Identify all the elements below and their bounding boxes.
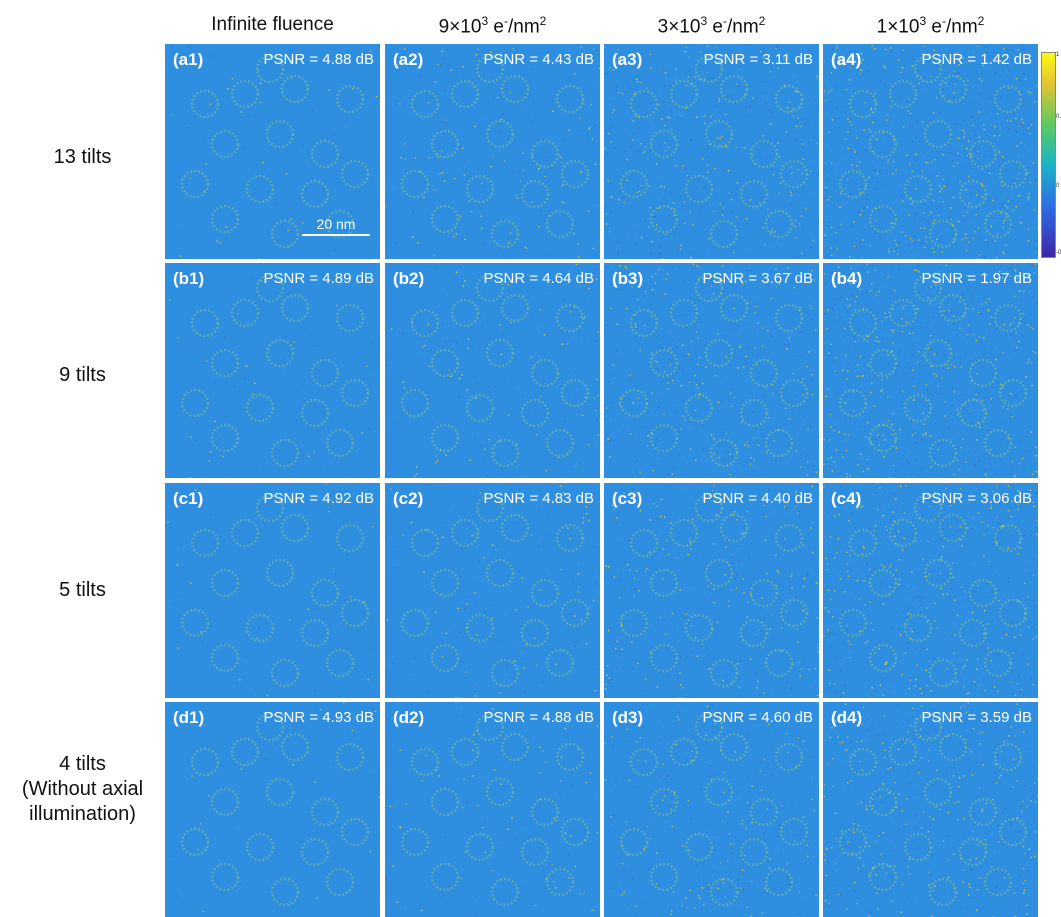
- psnr-label: PSNR = 3.06 dB: [922, 490, 1032, 507]
- reconstruction-image: [823, 44, 1038, 259]
- psnr-label: PSNR = 4.60 dB: [703, 709, 813, 726]
- panel-c4: (c4) PSNR = 3.06 dB: [823, 483, 1038, 698]
- reconstruction-image: [604, 702, 819, 917]
- psnr-label: PSNR = 4.64 dB: [484, 270, 594, 287]
- panel-c2: (c2) PSNR = 4.83 dB: [385, 483, 600, 698]
- panel-b2: (b2) PSNR = 4.64 dB: [385, 263, 600, 478]
- panel-tag: (d4): [831, 708, 862, 728]
- panel-tag: (d2): [393, 708, 424, 728]
- colorbar-tick: 1: [1056, 52, 1059, 58]
- row-label-line: 5 tilts: [0, 578, 165, 603]
- psnr-label: PSNR = 1.42 dB: [922, 51, 1032, 68]
- row-label-line: 13 tilts: [0, 145, 165, 170]
- reconstruction-image: [823, 483, 1038, 698]
- reconstruction-image: [385, 483, 600, 698]
- row-label-line: 9 tilts: [0, 363, 165, 388]
- panel-c3: (c3) PSNR = 4.40 dB: [604, 483, 819, 698]
- panel-d1: (d1) PSNR = 4.93 dB: [165, 702, 380, 917]
- column-header-4: 1×103 e-/nm2: [823, 14, 1038, 38]
- psnr-label: PSNR = 1.97 dB: [922, 270, 1032, 287]
- panel-tag: (b3): [612, 269, 643, 289]
- panel-d4: (d4) PSNR = 3.59 dB: [823, 702, 1038, 917]
- reconstruction-image: [385, 263, 600, 478]
- row-label-line: (Without axial: [0, 777, 165, 802]
- reconstruction-image: [604, 483, 819, 698]
- panel-c1: (c1) PSNR = 4.92 dB: [165, 483, 380, 698]
- panel-tag: (c4): [831, 489, 861, 509]
- psnr-label: PSNR = 3.59 dB: [922, 709, 1032, 726]
- psnr-label: PSNR = 4.93 dB: [264, 709, 374, 726]
- panel-d3: (d3) PSNR = 4.60 dB: [604, 702, 819, 917]
- psnr-label: PSNR = 4.43 dB: [484, 51, 594, 68]
- panel-tag: (b1): [173, 269, 204, 289]
- column-header-1: Infinite fluence: [165, 14, 380, 36]
- panel-tag: (d1): [173, 708, 204, 728]
- reconstruction-image: [604, 263, 819, 478]
- panel-tag: (c3): [612, 489, 642, 509]
- colorbar-tick: -0: [1056, 250, 1061, 256]
- panel-a2: (a2) PSNR = 4.43 dB: [385, 44, 600, 259]
- row-label-3: 5 tilts: [0, 578, 165, 603]
- panel-a3: (a3) PSNR = 3.11 dB: [604, 44, 819, 259]
- row-label-line: 4 tilts: [0, 752, 165, 777]
- panel-tag: (a4): [831, 50, 861, 70]
- panel-b1: (b1) PSNR = 4.89 dB: [165, 263, 380, 478]
- panel-a4: (a4) PSNR = 1.42 dB: [823, 44, 1038, 259]
- panel-tag: (a2): [393, 50, 423, 70]
- scale-bar: 20 nm: [302, 216, 370, 236]
- reconstruction-image: [385, 702, 600, 917]
- panel-tag: (d3): [612, 708, 643, 728]
- reconstruction-image: [604, 44, 819, 259]
- row-label-1: 13 tilts: [0, 145, 165, 170]
- reconstruction-image: [823, 263, 1038, 478]
- panel-tag: (a1): [173, 50, 203, 70]
- colorbar-tick: 0.: [1056, 114, 1061, 120]
- psnr-label: PSNR = 4.92 dB: [264, 490, 374, 507]
- scale-bar-line: [302, 234, 370, 236]
- panel-tag: (b2): [393, 269, 424, 289]
- scale-bar-label: 20 nm: [302, 216, 370, 232]
- panel-b3: (b3) PSNR = 3.67 dB: [604, 263, 819, 478]
- psnr-label: PSNR = 4.88 dB: [264, 51, 374, 68]
- column-header-3: 3×103 e-/nm2: [604, 14, 819, 38]
- psnr-label: PSNR = 4.89 dB: [264, 270, 374, 287]
- psnr-label: PSNR = 4.40 dB: [703, 490, 813, 507]
- row-label-line: illumination): [0, 802, 165, 827]
- row-label-2: 9 tilts: [0, 363, 165, 388]
- panel-tag: (c2): [393, 489, 423, 509]
- reconstruction-image: [165, 483, 380, 698]
- panel-tag: (a3): [612, 50, 642, 70]
- column-header-2: 9×103 e-/nm2: [385, 14, 600, 38]
- colorbar-tick: 0: [1056, 183, 1059, 189]
- reconstruction-image: [385, 44, 600, 259]
- psnr-label: PSNR = 3.67 dB: [703, 270, 813, 287]
- psnr-label: PSNR = 4.83 dB: [484, 490, 594, 507]
- panel-a1: (a1) PSNR = 4.88 dB 20 nm: [165, 44, 380, 259]
- psnr-label: PSNR = 3.11 dB: [704, 51, 813, 68]
- panel-b4: (b4) PSNR = 1.97 dB: [823, 263, 1038, 478]
- panel-d2: (d2) PSNR = 4.88 dB: [385, 702, 600, 917]
- colorbar: [1041, 52, 1056, 258]
- reconstruction-image: [823, 702, 1038, 917]
- reconstruction-image: [165, 702, 380, 917]
- panel-tag: (c1): [173, 489, 203, 509]
- reconstruction-image: [165, 263, 380, 478]
- psnr-label: PSNR = 4.88 dB: [484, 709, 594, 726]
- panel-tag: (b4): [831, 269, 862, 289]
